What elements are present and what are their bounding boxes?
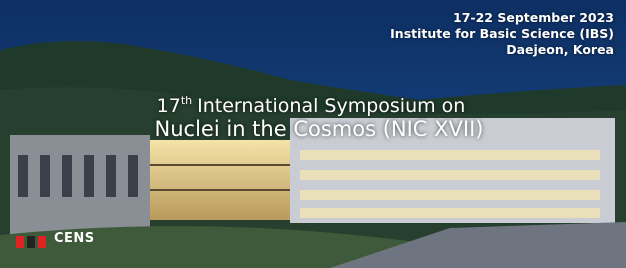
- title-line-1: 17th International Symposium on: [0, 94, 624, 117]
- event-date: 17-22 September 2023: [390, 10, 614, 26]
- logo: CENS: [16, 231, 95, 246]
- logo-text: CENS: [54, 231, 95, 246]
- banner: 17-22 September 2023 Institute for Basic…: [0, 0, 626, 268]
- event-venue: Institute for Basic Science (IBS): [390, 26, 614, 42]
- title-text: International Symposium on: [197, 95, 465, 117]
- event-city: Daejeon, Korea: [390, 42, 614, 58]
- event-info: 17-22 September 2023 Institute for Basic…: [390, 10, 614, 58]
- title-ordinal: 17: [157, 95, 181, 117]
- title-ordinal-suffix: th: [181, 94, 192, 107]
- page: 17-22 September 2023 Institute for Basic…: [0, 0, 626, 268]
- title-line-2: Nuclei in the Cosmos (NIC XVII): [6, 117, 626, 141]
